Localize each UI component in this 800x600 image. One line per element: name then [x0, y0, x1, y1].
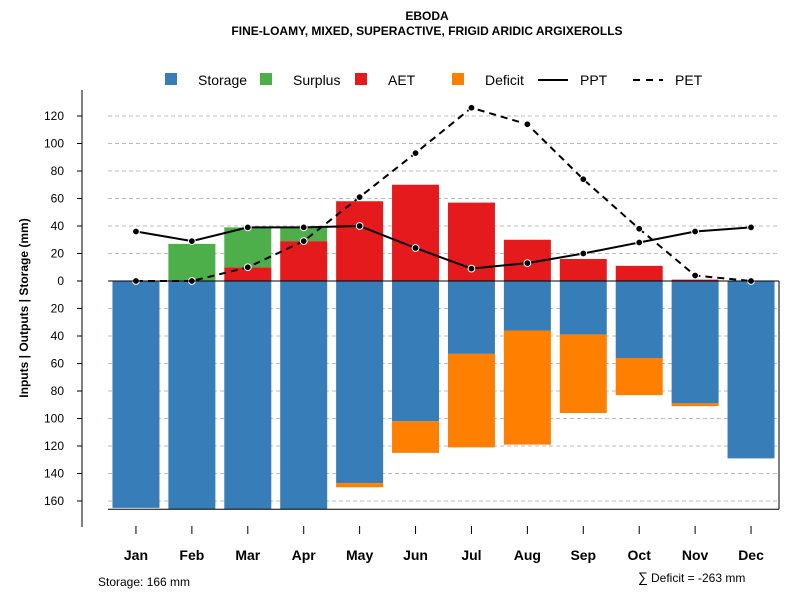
chart-subtitle: FINE-LOAMY, MIXED, SUPERACTIVE, FRIGID A…	[231, 24, 622, 38]
y-tick-label: 20	[51, 247, 65, 261]
legend-ppt-label: PPT	[580, 72, 608, 88]
sum-symbol: ∑	[638, 569, 648, 585]
ppt-line-point	[243, 223, 252, 232]
storage-bar	[503, 281, 551, 331]
y-tick-label: 160	[44, 494, 64, 508]
ppt-line-point	[411, 244, 420, 252]
aet-bar	[671, 279, 719, 281]
pet-line-point	[579, 175, 588, 184]
legend-pet-label: PET	[675, 72, 703, 88]
deficit-bar	[615, 358, 663, 396]
x-tick-label: May	[346, 547, 373, 563]
surplus-bar	[168, 243, 216, 281]
ppt-line-point	[579, 249, 588, 258]
pet-line-point	[635, 224, 644, 233]
chart-title: EBODA	[405, 9, 449, 23]
ppt-line-point	[132, 227, 140, 236]
y-tick-label: 80	[51, 164, 65, 178]
storage-bar	[112, 281, 160, 508]
deficit-note: Deficit = -263 mm	[651, 571, 745, 585]
bars	[112, 184, 775, 510]
aet-bar	[280, 241, 328, 281]
legend-deficit-label: Deficit	[485, 72, 524, 88]
y-axis-label: Inputs | Outputs | Storage (mm)	[17, 218, 31, 397]
x-tick-label: Jul	[461, 547, 481, 563]
x-tick-label: Dec	[738, 547, 764, 563]
pet-line-point	[299, 237, 308, 246]
y-tick-label: 140	[44, 467, 64, 481]
legend-surplus-swatch	[260, 73, 272, 85]
aet-bar	[336, 201, 384, 281]
deficit-bar	[392, 421, 440, 453]
deficit-bar	[447, 353, 495, 448]
ppt-line-point	[523, 259, 532, 268]
x-tick-label: Feb	[179, 547, 204, 563]
legend-surplus-label: Surplus	[293, 72, 340, 88]
legend-storage-label: Storage	[198, 72, 247, 88]
legend-storage-swatch	[165, 73, 177, 85]
deficit-bar	[336, 483, 384, 488]
legend-aet-label: AET	[388, 72, 416, 88]
y-tick-label: 120	[44, 439, 64, 453]
aet-bar	[392, 184, 440, 281]
ppt-line-point	[635, 238, 644, 247]
deficit-bar	[503, 330, 551, 445]
deficit-bar	[559, 334, 607, 413]
y-tick-label: 40	[51, 219, 65, 233]
legend-deficit-swatch	[452, 73, 464, 85]
y-tick-label: 120	[44, 109, 64, 123]
x-tick-label: Nov	[682, 547, 709, 563]
surplus-bar	[224, 227, 272, 268]
surplus-bar	[280, 227, 328, 242]
storage-bar	[615, 281, 663, 358]
x-tick-label: Sep	[570, 547, 596, 563]
ppt-line-point	[299, 223, 308, 232]
storage-bar	[447, 281, 495, 354]
y-tick-label: 100	[44, 137, 64, 151]
x-tick-label: Oct	[628, 547, 652, 563]
pet-line-point	[243, 263, 252, 272]
ppt-line-point	[691, 227, 700, 236]
ppt-line-point	[355, 222, 364, 230]
ppt-line-point	[187, 237, 196, 246]
y-tick-label: 20	[51, 302, 65, 316]
series-lines	[132, 103, 755, 285]
y-tick-label: 80	[51, 384, 65, 398]
pet-line-point	[411, 149, 420, 158]
storage-bar	[559, 281, 607, 335]
deficit-bar	[671, 403, 719, 407]
x-tick-label: Mar	[235, 547, 260, 563]
y-tick-label: 100	[44, 412, 64, 426]
pet-line-point	[355, 193, 364, 202]
aet-bar	[559, 259, 607, 281]
ppt-line-point	[747, 223, 755, 232]
y-tick-label: 0	[57, 274, 64, 288]
x-tick-label: Aug	[514, 547, 541, 563]
pet-line-point	[691, 271, 700, 280]
y-tick-label: 60	[51, 357, 65, 371]
legend-aet-swatch	[355, 73, 367, 85]
x-tick-label: Jan	[124, 547, 148, 563]
storage-bar	[168, 281, 216, 510]
storage-bar	[671, 281, 719, 404]
y-tick-label: 40	[51, 329, 65, 343]
storage-bar	[392, 281, 440, 422]
ppt-line-point	[467, 264, 476, 273]
y-tick-label: 60	[51, 192, 65, 206]
x-tick-label: Jun	[403, 547, 428, 563]
pet-line-point	[467, 103, 476, 112]
legend: Storage Surplus AET Deficit PPT PET	[165, 72, 703, 88]
axes: 120 100 80 60 40 20 0 20 40 60 80 100 120 140 160 Jan Fe…	[44, 90, 780, 563]
storage-bar	[224, 281, 272, 510]
storage-note: Storage: 166 mm	[98, 575, 190, 589]
aet-bar	[615, 265, 663, 281]
pet-line-point	[523, 120, 532, 129]
storage-bar	[280, 281, 328, 510]
storage-bar	[336, 281, 384, 484]
pet-line	[136, 106, 752, 282]
storage-bar	[727, 281, 775, 459]
x-tick-label: Apr	[292, 547, 317, 563]
ppt-line	[135, 224, 752, 270]
